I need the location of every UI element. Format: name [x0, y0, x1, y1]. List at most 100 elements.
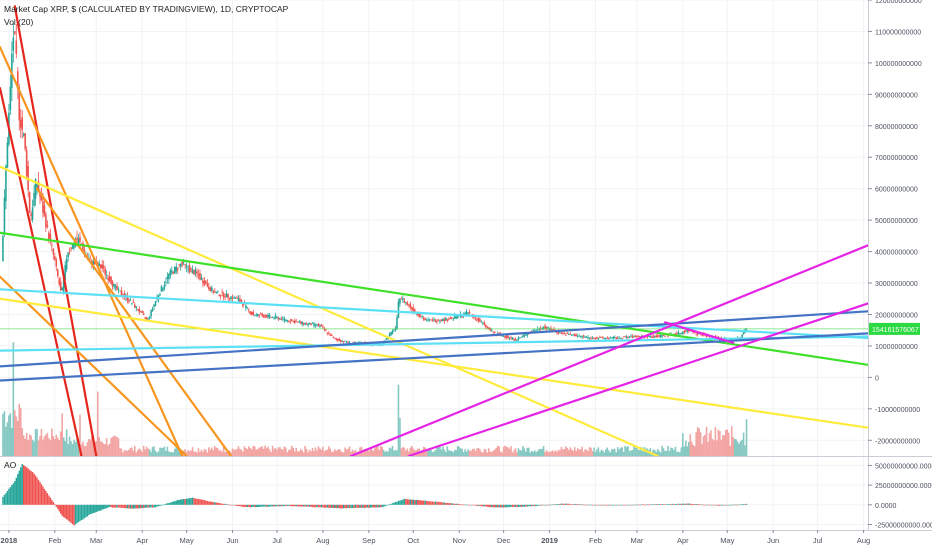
volume-bar [248, 446, 250, 456]
candle-body [33, 192, 35, 206]
volume-bar [674, 446, 677, 456]
volume-bar [209, 449, 212, 456]
volume-bar [233, 449, 235, 456]
ao-bar [132, 504, 135, 509]
volume-bar [147, 448, 149, 456]
candle-body [399, 298, 401, 304]
volume-bar [541, 448, 543, 456]
ao-bar [581, 504, 583, 506]
candle-body [262, 315, 265, 318]
ao-bar [231, 504, 234, 506]
ao-bar [202, 499, 204, 505]
volume-bar [428, 448, 431, 456]
volume-bar [707, 442, 709, 456]
candle-body [283, 318, 286, 321]
volume-bar [212, 450, 215, 456]
volume-bar [710, 430, 712, 456]
candle-body [501, 335, 503, 337]
candle-body [142, 313, 145, 315]
ao-bar [147, 504, 149, 508]
ao-bar [571, 504, 573, 505]
candle-body [508, 337, 511, 339]
candle-body [285, 320, 287, 322]
candle-body [179, 264, 182, 267]
candle-body [405, 302, 407, 304]
volume-bar [501, 452, 503, 456]
volume-bar [431, 451, 434, 456]
volume-bar [636, 446, 638, 456]
ao-bar [427, 501, 429, 505]
candle-body [467, 313, 469, 315]
volume-bar [548, 451, 551, 456]
ao-bar [319, 504, 321, 508]
ao-bar [134, 504, 136, 509]
ao-bar [79, 504, 81, 522]
ao-bar [175, 500, 177, 505]
ao-bar [671, 503, 674, 505]
ao-bar [54, 504, 56, 505]
candle-body [344, 340, 346, 342]
volume-bar [142, 445, 145, 456]
ao-bar [107, 504, 109, 508]
ao-bar [28, 469, 31, 505]
volume-bar [559, 450, 561, 456]
ao-label: AO [4, 460, 17, 470]
ao-bar [236, 504, 238, 507]
volume-bar [335, 450, 338, 456]
ao-bar [627, 504, 629, 506]
candle-body [25, 149, 28, 176]
ao-bar [126, 504, 129, 509]
candle-body [255, 314, 258, 316]
ao-bar [713, 504, 715, 506]
ao-bar [467, 504, 469, 506]
volume-bar [584, 449, 586, 456]
ao-bar [291, 504, 293, 507]
x-tick-label: May [720, 536, 734, 545]
volume-bar [485, 449, 487, 456]
candle-body [422, 318, 425, 320]
candle-body [12, 37, 15, 51]
ao-bar [305, 504, 308, 507]
candle-body [200, 277, 203, 280]
y-tick-label: 30000000000 [875, 281, 918, 288]
ao-bar [363, 504, 366, 508]
ao-bar [494, 504, 496, 508]
volume-bar [252, 445, 255, 456]
ao-bar [505, 504, 508, 508]
ao-bar [458, 504, 460, 505]
volume-bar [680, 447, 683, 456]
volume-bar [575, 450, 577, 456]
candle-body [490, 330, 493, 332]
candle-body [169, 270, 172, 276]
ao-bar [565, 503, 567, 505]
x-tick-label: Aug [316, 536, 329, 545]
ao-bar [177, 499, 179, 505]
ao-bar [18, 470, 20, 505]
candle-body [101, 264, 104, 269]
ao-bar [267, 504, 269, 507]
volume-bar [551, 450, 554, 456]
candle-body [58, 278, 61, 285]
ao-bar [578, 504, 580, 505]
candle-body [544, 325, 546, 329]
ao-bar [568, 503, 570, 505]
ao-bar [374, 504, 376, 508]
candle-body [581, 336, 583, 338]
volume-bar [634, 447, 637, 456]
x-tick-label: 2018 [1, 536, 18, 545]
candle-body [585, 337, 588, 339]
ao-bar [323, 504, 326, 508]
volume-bar [625, 447, 628, 456]
ao-bar [531, 504, 533, 507]
trendline-6 [0, 165, 659, 458]
volume-bar [419, 451, 422, 456]
volume-bar [243, 446, 246, 456]
ao-bar [337, 504, 339, 508]
x-tick-label: Jul [813, 536, 823, 545]
volume-bar [123, 450, 126, 456]
candle-body [154, 301, 157, 306]
volume-bar [692, 444, 695, 456]
candle-body [424, 318, 426, 321]
